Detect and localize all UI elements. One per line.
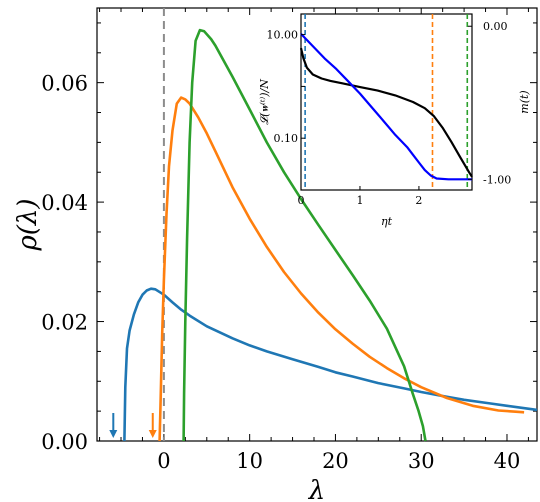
x-tick-label: 30 [408,449,435,473]
plot-frame [96,7,538,442]
inset-left-axis-label: 𝓛(𝐰⁽ᵗ⁾)/N [258,79,271,125]
inset-frame [300,13,473,191]
y-axis-label: ρ(λ) [13,198,43,251]
series-line-2 [158,96,525,442]
x-tick-label: 20 [322,449,349,473]
inset-chart: 0 1 2 ηt 10.00 0.10𝓛(𝐰⁽ᵗ⁾)/N 0.00 -1.00 m(t) [258,13,531,228]
y-tick-label: 0.06 [41,72,88,96]
x-tick-label: 10 [236,449,263,473]
inset-x-axis-label: ηt [381,215,393,228]
y-tick-label: 0.02 [41,311,88,335]
inset-right-tick-label: 0.00 [483,20,508,33]
inset-left-tick-label: 10.00 [267,29,299,42]
y-tick-label: 0.00 [41,430,88,454]
inset-x-tick-label: 1 [356,194,363,207]
inset-x-tick-label: 2 [415,194,422,207]
series-line-3 [182,28,427,442]
inset-loss-line [299,47,473,178]
inset-x-tick-label: 0 [298,194,305,207]
inset-left-tick-label: 0.10 [274,132,299,145]
inset-right-axis-label: m(t) [518,90,531,113]
inset-magnetization-line [300,33,472,181]
edge-arrow-head [148,430,157,438]
x-tick-label: 0 [157,449,170,473]
inset-right-tick-label: -1.00 [483,173,511,186]
y-tick-label: 0.04 [41,191,88,215]
edge-arrow-head [109,430,118,438]
x-axis-label: λ [308,476,325,502]
x-tick-label: 40 [494,449,521,473]
